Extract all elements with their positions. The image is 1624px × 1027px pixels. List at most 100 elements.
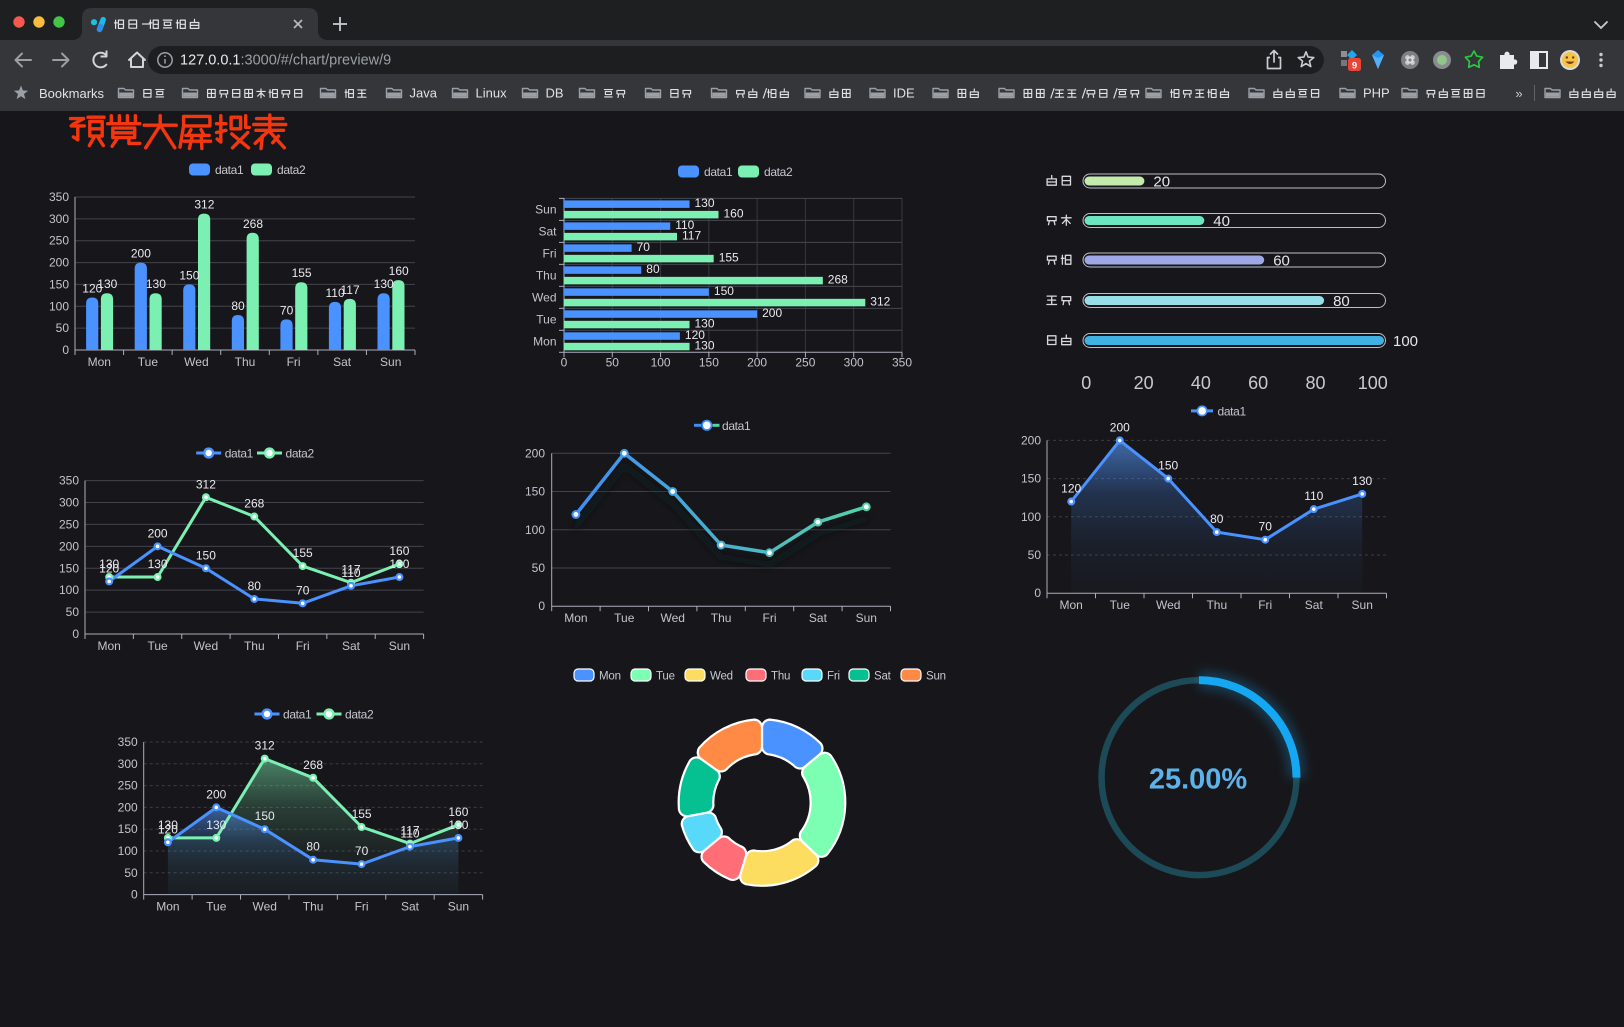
svg-text:Sat: Sat (333, 355, 352, 369)
svg-text:0: 0 (72, 627, 79, 641)
svg-text:150: 150 (59, 561, 79, 575)
svg-text:0: 0 (561, 356, 568, 370)
svg-text:100: 100 (1021, 510, 1041, 524)
svg-text:Fri: Fri (543, 246, 557, 260)
svg-text:data1: data1 (722, 419, 751, 433)
svg-text:70: 70 (280, 303, 294, 317)
svg-text:25.00%: 25.00% (1149, 764, 1248, 796)
svg-text:120: 120 (685, 328, 705, 342)
svg-text:60: 60 (1273, 253, 1290, 270)
svg-text:200: 200 (525, 446, 545, 460)
svg-text:Mon: Mon (156, 900, 179, 914)
svg-text:130: 130 (389, 557, 409, 571)
svg-text:120: 120 (82, 282, 102, 296)
svg-text:Fri: Fri (296, 639, 310, 653)
svg-text:200: 200 (118, 800, 138, 814)
svg-text:50: 50 (1028, 548, 1042, 562)
svg-text:PHP: PHP (1363, 86, 1390, 101)
svg-text:Sun: Sun (535, 202, 556, 216)
svg-text:Wed: Wed (194, 639, 218, 653)
svg-text:50: 50 (56, 321, 70, 335)
svg-text:70: 70 (637, 240, 651, 254)
svg-text:0: 0 (1081, 373, 1091, 393)
svg-text:Mon: Mon (98, 639, 121, 653)
svg-text:Tue: Tue (536, 312, 557, 326)
svg-text:Thu: Thu (303, 900, 324, 914)
svg-text:Tue: Tue (138, 355, 159, 369)
svg-text:155: 155 (719, 251, 739, 265)
svg-text:70: 70 (296, 583, 310, 597)
svg-text:130: 130 (97, 277, 117, 291)
svg-text:100: 100 (59, 583, 79, 597)
svg-text:150: 150 (196, 548, 216, 562)
svg-text:Thu: Thu (1206, 598, 1227, 612)
svg-text:100: 100 (651, 356, 671, 370)
svg-text:150: 150 (525, 485, 545, 499)
svg-text:200: 200 (131, 247, 151, 261)
svg-text:Sat: Sat (342, 639, 361, 653)
svg-text:Mon: Mon (88, 355, 111, 369)
svg-text:300: 300 (118, 757, 138, 771)
svg-text:40: 40 (1191, 373, 1211, 393)
svg-text:Mon: Mon (1060, 598, 1083, 612)
svg-text:60: 60 (1248, 373, 1268, 393)
svg-text:110: 110 (1304, 489, 1323, 503)
svg-text:data2: data2 (277, 163, 306, 177)
svg-text:117: 117 (400, 824, 419, 838)
svg-text:150: 150 (714, 284, 734, 298)
svg-text:Tue: Tue (656, 671, 675, 683)
svg-text:Linux: Linux (476, 86, 508, 101)
svg-text:50: 50 (606, 356, 620, 370)
svg-text:Fri: Fri (355, 900, 369, 914)
svg-text:150: 150 (1158, 459, 1178, 473)
svg-text:0: 0 (131, 888, 138, 902)
svg-text:300: 300 (844, 356, 864, 370)
svg-text:200: 200 (206, 787, 226, 801)
svg-text:Wed: Wed (532, 290, 556, 304)
svg-text:Thu: Thu (711, 611, 732, 625)
svg-text:data1: data1 (283, 708, 312, 722)
svg-text:350: 350 (49, 190, 69, 204)
svg-text:9: 9 (1352, 61, 1357, 72)
svg-text:160: 160 (389, 264, 409, 278)
svg-text:80: 80 (646, 262, 660, 276)
svg-text:268: 268 (303, 758, 323, 772)
svg-text:Wed: Wed (252, 900, 276, 914)
svg-text:150: 150 (699, 356, 719, 370)
svg-text:80: 80 (306, 840, 320, 854)
svg-text:312: 312 (196, 477, 216, 491)
svg-text:300: 300 (49, 212, 69, 226)
svg-text:130: 130 (695, 339, 715, 353)
svg-text:Sat: Sat (874, 671, 892, 683)
svg-text:312: 312 (870, 295, 890, 309)
svg-text:Sun: Sun (448, 900, 469, 914)
svg-text:data2: data2 (286, 447, 315, 461)
svg-text:130: 130 (1352, 474, 1372, 488)
svg-text:data2: data2 (345, 708, 374, 722)
svg-text:200: 200 (747, 356, 767, 370)
svg-text:130: 130 (99, 557, 119, 571)
svg-text:130: 130 (374, 277, 394, 291)
svg-text:150: 150 (118, 822, 138, 836)
svg-text:data1: data1 (704, 165, 733, 179)
svg-text:250: 250 (795, 356, 815, 370)
svg-text:Fri: Fri (763, 611, 777, 625)
svg-text:Sat: Sat (809, 611, 828, 625)
svg-text:268: 268 (828, 273, 848, 287)
svg-text:Mon: Mon (533, 334, 556, 348)
svg-text:Thu: Thu (244, 639, 265, 653)
svg-text:0: 0 (538, 599, 545, 613)
svg-text:Sat: Sat (538, 224, 557, 238)
svg-text:130: 130 (695, 317, 715, 331)
svg-text:150: 150 (255, 809, 275, 823)
svg-text:100: 100 (525, 523, 545, 537)
svg-text:»: » (1515, 86, 1522, 101)
svg-text:Mon: Mon (564, 611, 587, 625)
svg-text:250: 250 (118, 779, 138, 793)
svg-text:Tue: Tue (614, 611, 635, 625)
svg-text:200: 200 (148, 526, 168, 540)
svg-text:Thu: Thu (235, 355, 256, 369)
svg-text:268: 268 (244, 497, 264, 511)
svg-text:80: 80 (231, 299, 245, 313)
svg-text:Sat: Sat (401, 900, 420, 914)
